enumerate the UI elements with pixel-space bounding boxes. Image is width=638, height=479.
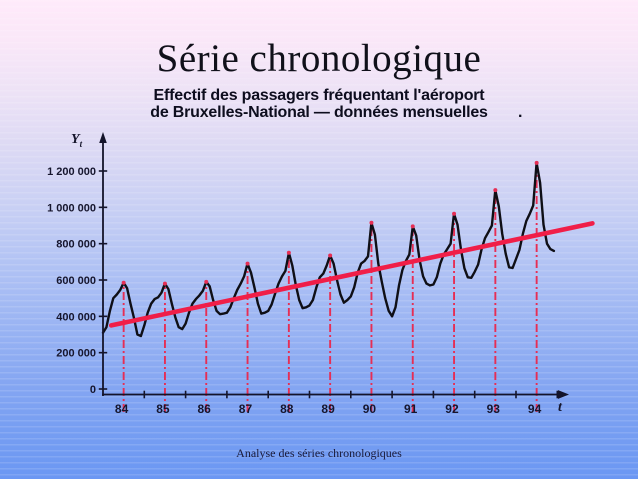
peak-dot — [534, 160, 539, 165]
y-axis-arrow — [99, 132, 107, 143]
x-tick-label: 92 — [445, 402, 459, 416]
y-tick-label: 800 000 — [56, 239, 96, 251]
chart-subtitle: Effectif des passagers fréquentant l'aér… — [0, 87, 638, 121]
x-tick-label: 84 — [115, 402, 129, 416]
x-tick-label: 85 — [156, 402, 170, 416]
x-tick-label: 88 — [280, 402, 294, 416]
peak-dot — [286, 250, 291, 255]
x-tick-label: 89 — [321, 402, 335, 416]
x-tick-label: 91 — [404, 402, 418, 416]
peak-dot — [452, 211, 457, 216]
y-tick-label: 0 — [90, 384, 96, 396]
peak-dot — [245, 261, 250, 266]
y-axis-label: Yt — [71, 132, 82, 149]
stray-period-mark: . — [518, 104, 523, 121]
peak-dot — [410, 224, 415, 229]
x-tick-label: 86 — [198, 402, 212, 416]
peak-dot — [121, 280, 126, 285]
y-tick-label: 400 000 — [56, 311, 96, 323]
y-tick-label: 200 000 — [56, 348, 96, 360]
x-tick-label: 87 — [239, 402, 253, 416]
trend-line — [108, 221, 595, 328]
x-axis-arrow — [558, 390, 569, 399]
x-axis-label: t — [558, 400, 562, 415]
x-tick-label: 93 — [487, 402, 501, 416]
y-tick-label: 600 000 — [56, 275, 96, 287]
peak-dot — [204, 279, 209, 284]
x-tick-label: 94 — [528, 402, 542, 416]
y-tick-label: 1 200 000 — [47, 166, 96, 178]
chart-subtitle-line1: Effectif des passagers fréquentant l'aér… — [153, 87, 485, 104]
chart-subtitle-line2: de Bruxelles-National — données mensuell… — [150, 103, 488, 121]
peak-dot — [162, 281, 167, 286]
x-tick-label: 90 — [363, 402, 377, 416]
peak-dot — [328, 253, 333, 258]
passenger-series-line — [101, 161, 556, 338]
footer-caption: Analyse des séries chronologiques — [236, 446, 402, 460]
y-tick-label: 1 000 000 — [47, 202, 96, 214]
peak-dot — [369, 220, 374, 225]
peak-dot — [493, 188, 498, 193]
y-axis-subscript: t — [79, 138, 83, 149]
y-axis-letter: Y — [71, 132, 80, 147]
page-title: Série chronologique — [156, 37, 482, 80]
